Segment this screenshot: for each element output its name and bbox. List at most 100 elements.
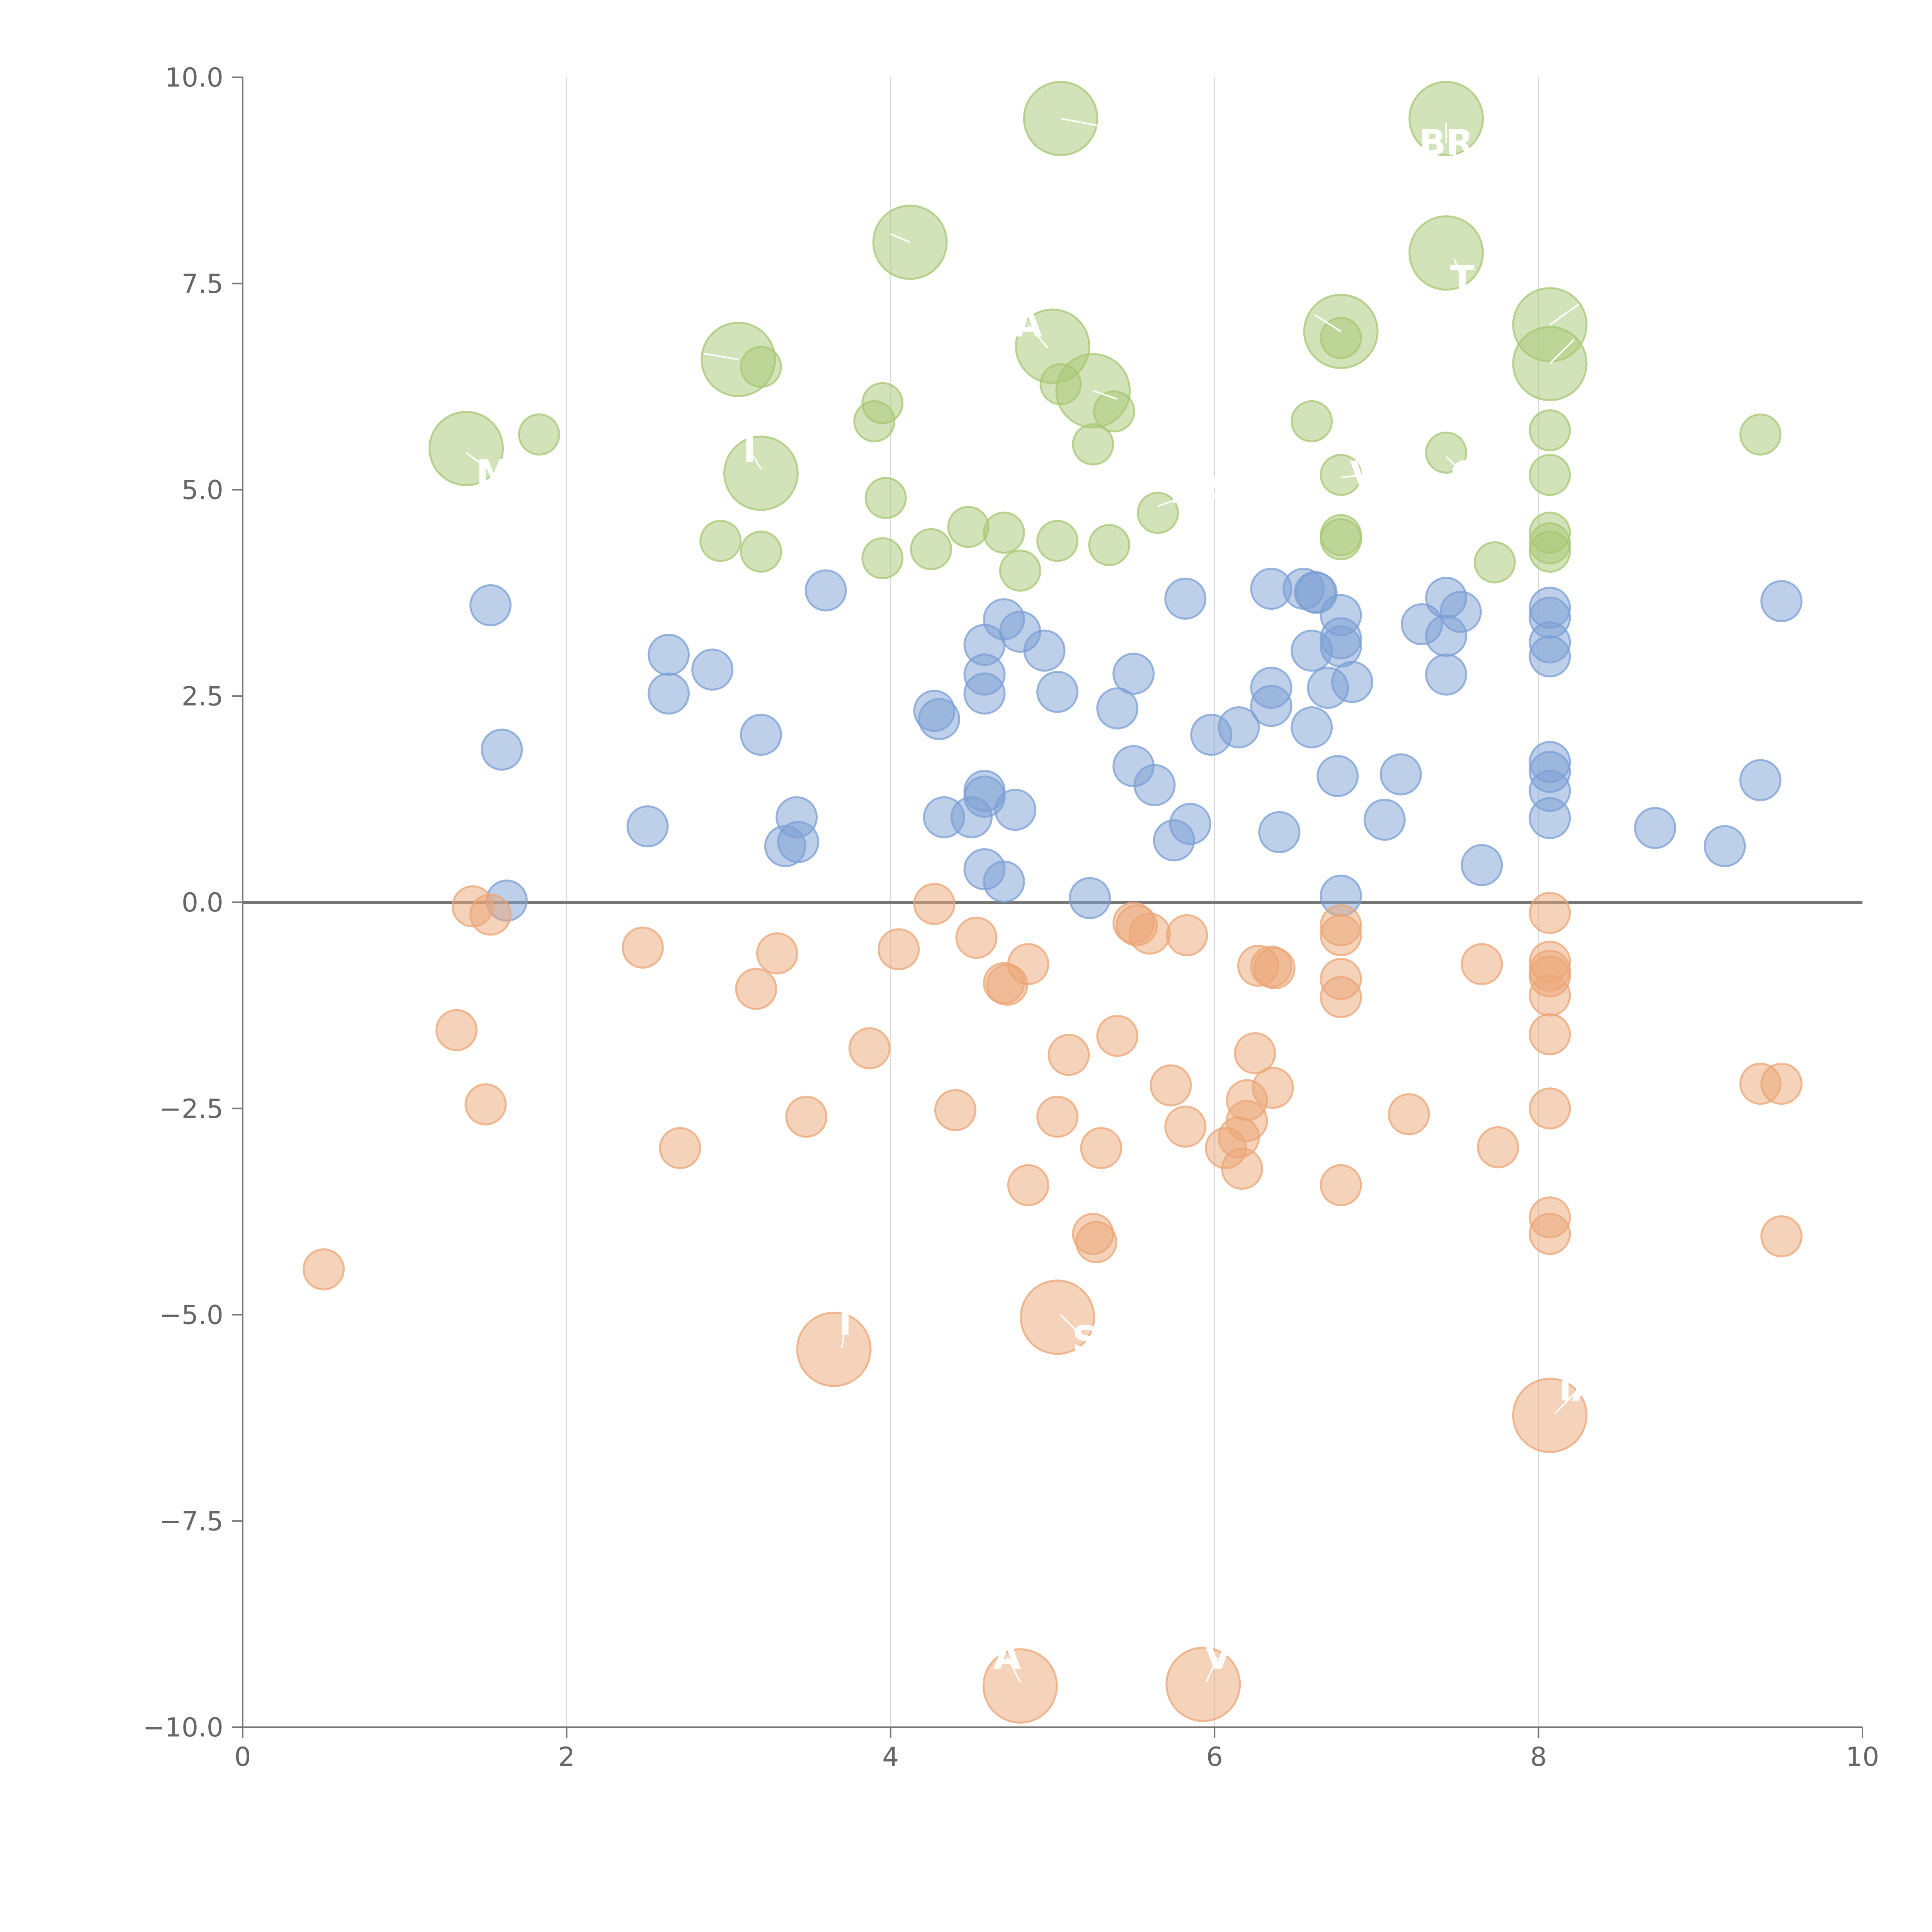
orange-bubble xyxy=(1080,1127,1122,1169)
green-bubble xyxy=(1425,431,1468,474)
orange-bubble xyxy=(796,1311,872,1387)
orange-bubble xyxy=(878,928,920,971)
blue-bubble xyxy=(1068,877,1111,919)
orange-bubble xyxy=(621,926,664,969)
blue-bubble xyxy=(1112,653,1155,695)
orange-bubble xyxy=(1020,1279,1095,1355)
annotation-leader-line xyxy=(1453,258,1463,280)
blue-bubble xyxy=(1760,580,1803,622)
orange-bubble xyxy=(659,1127,701,1169)
blue-bubble xyxy=(1307,667,1349,709)
x-tick-label: 0 xyxy=(234,1742,251,1772)
green-bubble xyxy=(861,537,904,580)
green-bubble xyxy=(1072,423,1114,466)
blue-bubble xyxy=(469,584,512,626)
y-tick-label: 0.0 xyxy=(182,888,223,918)
green-bubble xyxy=(1529,409,1571,452)
x-tick-label: 4 xyxy=(882,1742,899,1772)
x-tick-label: 2 xyxy=(558,1742,575,1772)
green-bubble xyxy=(1036,520,1079,562)
green-bubble xyxy=(1408,81,1484,156)
annotation-leader-line xyxy=(890,233,910,243)
green-bubble xyxy=(699,520,742,562)
bubble-annotation: IA xyxy=(1559,1368,1599,1409)
annotation-leader-line xyxy=(1549,303,1580,326)
annotation-leader-line xyxy=(1060,1314,1086,1340)
green-bubble xyxy=(1093,390,1135,433)
orange-bubble xyxy=(1512,1378,1588,1453)
blue-bubble xyxy=(1164,577,1207,620)
orange-bubble xyxy=(1529,892,1571,934)
bubble-annotation: I xyxy=(838,1302,852,1343)
green-bubble xyxy=(1291,400,1333,442)
blue-bubble xyxy=(481,728,523,771)
orange-bubble xyxy=(955,917,998,959)
orange-bubble xyxy=(1760,1215,1803,1258)
orange-bubble xyxy=(785,1095,828,1138)
orange-bubble xyxy=(1461,943,1503,985)
orange-bubble xyxy=(1477,1126,1519,1168)
y-tick-label: −10.0 xyxy=(143,1713,223,1743)
bubble-annotation: O xyxy=(1451,454,1481,495)
green-bubble xyxy=(864,477,907,519)
bubbles xyxy=(303,81,1803,1724)
blue-bubble xyxy=(1258,811,1301,854)
blue-bubble xyxy=(1634,807,1676,849)
orange-bubble xyxy=(1234,1032,1276,1075)
green-bubble xyxy=(1529,531,1571,573)
blue-bubble xyxy=(1425,614,1468,657)
orange-bubble xyxy=(1320,976,1362,1019)
orange-bubble xyxy=(1529,1087,1571,1130)
annotation-leader-line xyxy=(1446,456,1466,476)
axes: 0 2 4 6 8 10 10.0 7.5 5.0 2.5 0.0 −2.5 −5.0 −7.5 −10.0 xyxy=(143,63,1879,1772)
annotation-leader-line xyxy=(1093,390,1118,400)
green-bubble xyxy=(1088,524,1131,566)
annotation-leader-line xyxy=(704,353,739,361)
orange-bubble xyxy=(1253,947,1296,990)
orange-bubble xyxy=(1760,1063,1803,1105)
y-tick-label: 10.0 xyxy=(165,63,223,93)
green-bubble xyxy=(1529,454,1571,496)
blue-bubble xyxy=(1704,825,1746,867)
orange-bubble xyxy=(1166,914,1208,956)
bubble-annotation: V xyxy=(1350,454,1377,495)
annotation-leader-line xyxy=(1315,314,1342,332)
x-tick-label: 6 xyxy=(1206,1742,1223,1772)
annotation-leader-line xyxy=(1060,117,1105,128)
blue-bubble xyxy=(1291,629,1333,672)
orange-bubble xyxy=(435,1009,478,1051)
blue-bubble xyxy=(1096,687,1139,730)
bubble-annotation: T xyxy=(1450,258,1475,299)
orange-bubble xyxy=(1007,1164,1049,1206)
orange-bubble xyxy=(1048,1034,1090,1076)
annotation-leader-line xyxy=(1554,1388,1580,1415)
orange-bubble xyxy=(1165,1646,1241,1722)
blue-bubble xyxy=(764,825,806,867)
blue-bubble xyxy=(983,861,1025,903)
y-tick-label: 2.5 xyxy=(182,681,223,712)
annotation-leader-line xyxy=(1157,490,1199,507)
orange-bubble xyxy=(1529,1013,1571,1056)
blue-bubble xyxy=(1529,635,1571,678)
green-bubble xyxy=(1320,317,1362,359)
blue-bubble xyxy=(1739,759,1782,801)
orange-bubble xyxy=(1036,1095,1079,1138)
blue-bubble xyxy=(1023,629,1066,672)
bubble-annotation: V xyxy=(1204,1636,1231,1677)
annotation-leader-line xyxy=(1006,1656,1021,1682)
orange-bubble xyxy=(756,932,798,975)
bubble-annotation: M xyxy=(476,452,512,493)
orange-bubble xyxy=(464,1083,507,1126)
y-tick-label: 7.5 xyxy=(182,269,223,299)
blue-bubble xyxy=(1153,819,1195,862)
orange-bubble xyxy=(848,1027,891,1070)
orange-bubble xyxy=(303,1248,345,1291)
blue-bubble xyxy=(963,672,1006,715)
orange-bubble xyxy=(1221,1148,1263,1190)
green-bubble xyxy=(947,506,990,548)
orange-bubble xyxy=(934,1089,976,1131)
orange-bubble xyxy=(982,1648,1058,1724)
green-bubble xyxy=(1408,215,1484,291)
x-tick-label: 8 xyxy=(1530,1742,1547,1772)
